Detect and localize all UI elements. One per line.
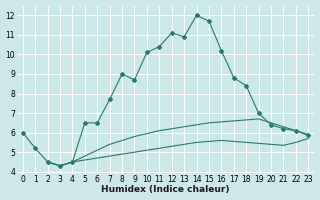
- X-axis label: Humidex (Indice chaleur): Humidex (Indice chaleur): [101, 185, 230, 194]
